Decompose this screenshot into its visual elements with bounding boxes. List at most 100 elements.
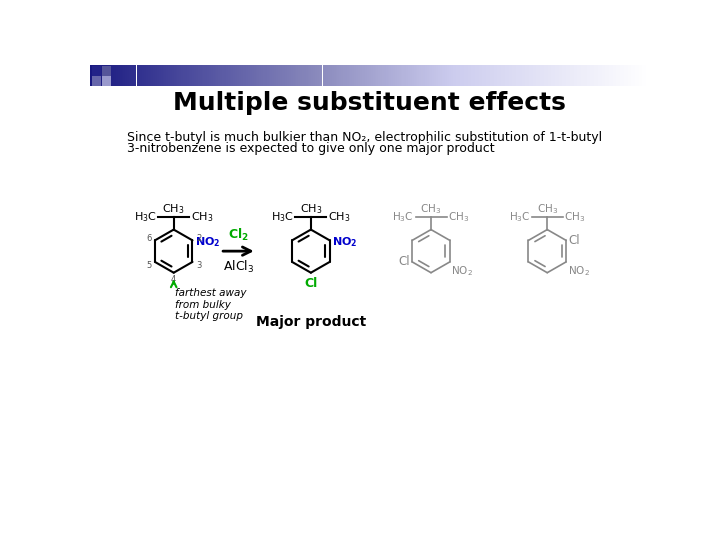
Bar [240, 65, 243, 86]
Bar [239, 65, 240, 86]
Bar [215, 65, 217, 86]
Bar [456, 65, 458, 86]
Bar [183, 65, 185, 86]
Text: $\mathregular{CH_3}$: $\mathregular{CH_3}$ [191, 211, 213, 224]
Bar [125, 65, 127, 86]
Bar [307, 65, 310, 86]
Bar [402, 65, 405, 86]
Bar [110, 65, 112, 86]
Bar [226, 65, 228, 86]
Bar [246, 65, 248, 86]
Bar [459, 65, 460, 86]
Bar [501, 65, 503, 86]
Bar [462, 65, 464, 86]
Bar [562, 65, 564, 86]
Bar [644, 65, 646, 86]
Text: $\mathregular{H_3C}$: $\mathregular{H_3C}$ [271, 211, 294, 224]
Bar [596, 65, 598, 86]
Bar [293, 65, 294, 86]
Bar [122, 65, 124, 86]
Bar [294, 65, 297, 86]
Text: $\mathregular{CH_3}$: $\mathregular{CH_3}$ [300, 202, 322, 215]
Bar [570, 65, 572, 86]
Bar [261, 65, 263, 86]
Bar [124, 65, 125, 86]
Bar [566, 65, 568, 86]
Bar [148, 65, 150, 86]
Bar [472, 65, 473, 86]
Bar [415, 65, 418, 86]
Bar [518, 65, 520, 86]
Bar [142, 65, 144, 86]
Bar [371, 65, 373, 86]
Bar [358, 65, 360, 86]
Bar [168, 65, 170, 86]
Bar [531, 65, 533, 86]
Bar [618, 65, 620, 86]
Bar [319, 65, 320, 86]
Text: $\mathregular{NO_2}$: $\mathregular{NO_2}$ [451, 264, 473, 278]
Bar [174, 65, 176, 86]
Bar [384, 65, 386, 86]
Bar [285, 65, 287, 86]
Bar [390, 65, 392, 86]
Bar [590, 65, 593, 86]
Bar [172, 65, 174, 86]
Bar [397, 65, 399, 86]
Bar [561, 65, 562, 86]
Bar [144, 65, 145, 86]
Bar [607, 65, 609, 86]
Bar [516, 65, 518, 86]
Bar [479, 65, 481, 86]
Bar [451, 65, 453, 86]
Bar [374, 65, 377, 86]
Bar [475, 65, 477, 86]
Bar [425, 65, 427, 86]
Bar [109, 65, 110, 86]
Bar [204, 65, 205, 86]
Bar [367, 65, 369, 86]
Bar [107, 65, 109, 86]
Text: $\mathregular{CH_3}$: $\mathregular{CH_3}$ [163, 202, 185, 215]
Bar [196, 65, 198, 86]
Bar [256, 65, 258, 86]
Bar [577, 65, 579, 86]
Bar [352, 65, 354, 86]
Bar [364, 65, 365, 86]
Bar [266, 65, 269, 86]
Bar [97, 65, 99, 86]
Bar [587, 65, 588, 86]
Bar [620, 65, 622, 86]
Bar [583, 65, 585, 86]
Bar [135, 65, 137, 86]
Bar [237, 65, 239, 86]
Bar [118, 65, 120, 86]
Bar [594, 65, 596, 86]
Bar [297, 65, 298, 86]
Bar [553, 65, 555, 86]
Bar [347, 65, 348, 86]
Bar [253, 65, 256, 86]
Bar [441, 65, 444, 86]
Text: $\mathregular{H_3C}$: $\mathregular{H_3C}$ [392, 211, 414, 224]
Bar [145, 65, 148, 86]
Bar [155, 65, 157, 86]
Bar [481, 65, 482, 86]
Bar [361, 65, 364, 86]
Bar [499, 65, 501, 86]
Bar [289, 65, 291, 86]
Bar [431, 65, 432, 86]
Bar [259, 65, 261, 86]
Bar [410, 65, 412, 86]
Bar [101, 65, 103, 86]
Bar [414, 65, 415, 86]
Bar [213, 65, 215, 86]
Bar [269, 65, 271, 86]
Bar [492, 65, 494, 86]
Bar [218, 65, 220, 86]
Bar [629, 65, 631, 86]
Bar [341, 65, 343, 86]
Bar [114, 65, 116, 86]
Bar [272, 65, 274, 86]
Bar [438, 65, 440, 86]
